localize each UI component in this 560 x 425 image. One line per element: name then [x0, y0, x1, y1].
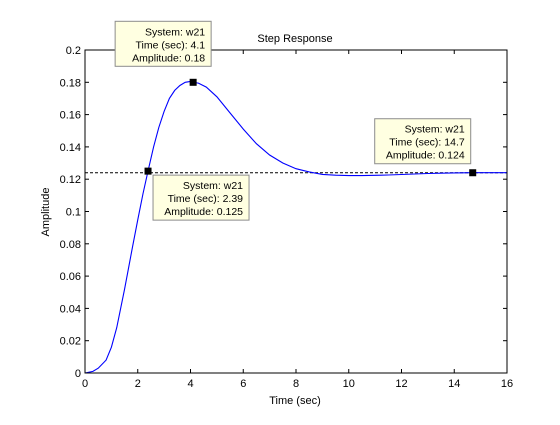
y-tick-label: 0.12: [60, 174, 81, 186]
x-tick-label: 10: [343, 378, 355, 390]
datatip-marker: [189, 78, 197, 86]
datatip-line: Amplitude: 0.125: [164, 206, 243, 218]
datatip-line: Amplitude: 0.18: [132, 52, 205, 64]
datatip-box: [152, 174, 250, 221]
y-tick-label: 0.18: [60, 77, 81, 89]
datatip-line: System: w21: [183, 180, 243, 192]
datatip-marker: [469, 169, 477, 177]
y-tick-label: 0.2: [66, 45, 81, 57]
x-tick-label: 14: [448, 378, 460, 390]
datatip-line: System: w21: [145, 26, 205, 38]
datatip-line: Amplitude: 0.124: [386, 150, 465, 162]
y-tick-label: 0.02: [60, 336, 81, 348]
y-tick-label: 0.08: [60, 239, 81, 251]
axes-frame: [84, 49, 508, 374]
datatip-line: Time (sec): 2.39: [168, 193, 244, 205]
y-tick-label: 0.16: [60, 110, 81, 122]
y-tick-label: 0: [75, 368, 81, 380]
x-tick-label: 16: [501, 378, 513, 390]
datatip-box: [114, 20, 212, 67]
x-axis-label: Time (sec): [269, 395, 321, 407]
x-tick-label: 2: [135, 378, 141, 390]
datatip-marker: [144, 167, 152, 175]
y-tick-label: 0.14: [60, 142, 81, 154]
datatip-box: [374, 118, 472, 165]
step-response-curve: [84, 80, 507, 374]
x-tick-label: 6: [240, 378, 246, 390]
datatip-line: Time (sec): 14.7: [389, 137, 465, 149]
axes-background: [85, 50, 507, 373]
y-tick-label: 0.04: [60, 303, 81, 315]
y-axis-label: Amplitude: [40, 188, 52, 237]
x-tick-label: 0: [82, 378, 88, 390]
y-tick-label: 0.06: [60, 271, 81, 283]
y-tick-label: 0.1: [66, 207, 81, 219]
x-tick-label: 8: [293, 378, 299, 390]
chart-title: Step Response: [257, 33, 332, 45]
datatip-line: Time (sec): 4.1: [136, 39, 206, 51]
x-tick-label: 12: [395, 378, 407, 390]
datatip-line: System: w21: [405, 124, 465, 136]
x-tick-label: 4: [187, 378, 193, 390]
plot-area: 0 2 4 6 8 10 12 14 16 0 0.02 0.04 0.06 0.08 0.1 0.12 0.1…: [60, 20, 513, 390]
